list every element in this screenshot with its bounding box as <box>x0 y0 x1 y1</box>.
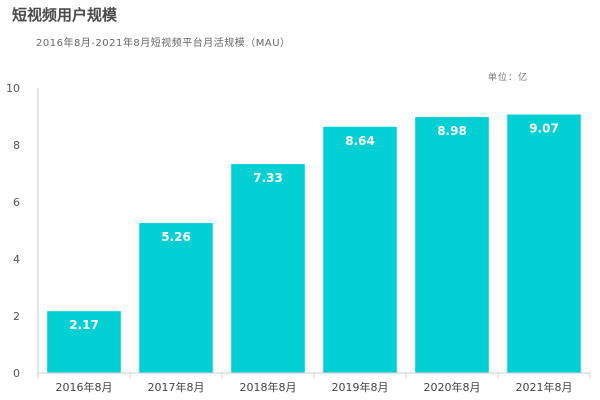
x-tick-label: 2016年8月 <box>56 380 113 394</box>
bar <box>47 311 121 373</box>
x-tick-label: 2021年8月 <box>516 380 573 394</box>
bar-value-label: 8.98 <box>437 124 467 138</box>
x-tick-label: 2017年8月 <box>148 380 205 394</box>
bar-value-label: 7.33 <box>253 171 283 185</box>
bar <box>323 126 397 373</box>
x-tick-label: 2020年8月 <box>424 380 481 394</box>
x-tick-label: 2018年8月 <box>240 380 297 394</box>
y-axis: 0 2 4 6 8 10 <box>6 82 39 380</box>
bar <box>415 117 489 373</box>
x-tick-label: 2019年8月 <box>332 380 389 394</box>
chart-title: 短视频用户规模 <box>12 6 118 24</box>
y-tick-label: 4 <box>13 253 20 266</box>
bar-value-label: 2.17 <box>69 318 99 332</box>
y-tick-label: 0 <box>13 367 20 380</box>
x-axis: 2016年8月 2017年8月 2018年8月 2019年8月 2020年8月 2021年… <box>37 372 591 394</box>
unit-label: 单位：亿 <box>488 73 529 83</box>
bar <box>231 164 305 373</box>
y-tick-label: 8 <box>13 139 20 152</box>
bar-value-label: 8.64 <box>345 134 375 148</box>
bar <box>507 114 581 373</box>
y-tick-label: 6 <box>13 196 20 209</box>
chart-subtitle: 2016年8月-2021年8月短视频平台月活规模（MAU） <box>36 38 291 49</box>
y-tick-label: 2 <box>13 310 20 323</box>
y-tick-label: 10 <box>6 82 20 95</box>
bar-value-label: 9.07 <box>529 122 559 136</box>
bar <box>139 223 213 373</box>
bars: 2.17 5.26 7.33 8.64 8.98 9.07 <box>47 114 581 373</box>
bar-value-label: 5.26 <box>161 230 191 244</box>
